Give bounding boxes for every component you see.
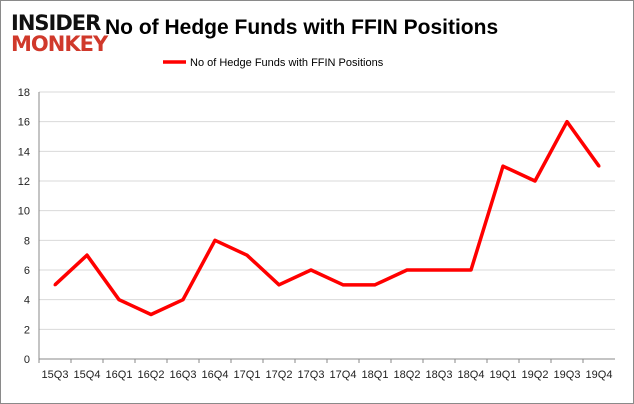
x-tick-label: 16Q2 (138, 369, 165, 381)
x-tick-label: 18Q4 (458, 369, 485, 381)
data-point (341, 283, 345, 287)
x-tick-label: 17Q3 (298, 369, 325, 381)
x-tick-label: 17Q1 (234, 369, 261, 381)
x-tick-label: 15Q3 (42, 369, 69, 381)
y-tick-label: 18 (18, 87, 30, 99)
x-tick-label: 18Q3 (426, 369, 453, 381)
y-tick-label: 6 (24, 265, 30, 277)
y-tick-label: 12 (18, 176, 30, 188)
chart-title: No of Hedge Funds with FFIN Positions (105, 16, 498, 39)
data-point (245, 253, 249, 257)
logo-line1: INSIDER (11, 11, 101, 35)
data-point (181, 298, 185, 302)
legend-label: No of Hedge Funds with FFIN Positions (190, 57, 384, 69)
data-point (213, 238, 217, 242)
data-point (533, 179, 537, 183)
data-point (405, 268, 409, 272)
data-point (85, 253, 89, 257)
logo: INSIDER MONKEY (11, 11, 110, 56)
data-point (565, 120, 569, 124)
data-point (117, 298, 121, 302)
data-point (373, 283, 377, 287)
y-tick-label: 8 (24, 235, 30, 247)
x-tick-label: 19Q1 (490, 369, 517, 381)
data-point (277, 283, 281, 287)
y-tick-label: 4 (24, 295, 30, 307)
data-point (501, 164, 505, 168)
data-point (53, 283, 57, 287)
x-tick-label: 17Q2 (266, 369, 293, 381)
series-line (53, 119, 601, 317)
x-tick-label: 19Q4 (586, 369, 613, 381)
y-tick-label: 14 (18, 146, 30, 158)
data-point (309, 268, 313, 272)
y-tick-label: 16 (18, 117, 30, 129)
logo-line2: MONKEY (11, 32, 109, 56)
x-tick-label: 15Q4 (74, 369, 101, 381)
x-tick-label: 16Q4 (202, 369, 229, 381)
data-point (469, 268, 473, 272)
x-tick-label: 16Q3 (170, 369, 197, 381)
data-point (597, 164, 601, 168)
y-tick-label: 0 (24, 354, 30, 366)
x-tick-label: 19Q2 (522, 369, 549, 381)
y-tick-label: 2 (24, 324, 30, 336)
x-tick-label: 17Q4 (330, 369, 357, 381)
x-tick-label: 19Q3 (554, 369, 581, 381)
x-tick-label: 18Q1 (362, 369, 389, 381)
x-tick-label: 16Q1 (106, 369, 133, 381)
x-tick-label: 18Q2 (394, 369, 421, 381)
data-point (437, 268, 441, 272)
y-tick-label: 10 (18, 206, 30, 218)
data-point (149, 313, 153, 316)
